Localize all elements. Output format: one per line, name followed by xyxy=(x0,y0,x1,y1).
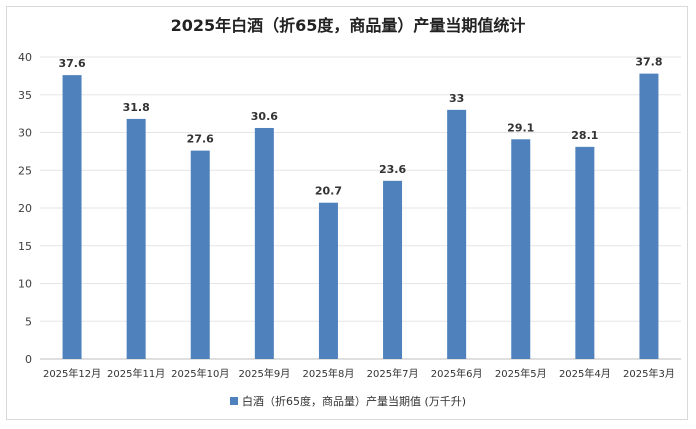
legend-swatch xyxy=(229,397,238,405)
bar xyxy=(254,127,274,359)
bar xyxy=(190,150,210,359)
legend: 白酒（折65度，商品量）产量当期值 (万千升) xyxy=(0,393,696,409)
y-tick-label: 30 xyxy=(18,127,32,140)
data-label: 27.6 xyxy=(187,133,214,146)
chart-title: 2025年白酒（折65度，商品量）产量当期值统计 xyxy=(170,16,526,35)
data-label: 37.6 xyxy=(58,57,85,70)
bar xyxy=(62,75,82,360)
chart-frame xyxy=(6,6,688,420)
bar xyxy=(126,118,146,359)
data-label: 30.6 xyxy=(251,110,278,123)
x-tick-label: 2025年12月 xyxy=(43,367,101,380)
y-tick-label: 25 xyxy=(18,164,32,177)
y-tick-label: 20 xyxy=(18,202,32,215)
data-label: 20.7 xyxy=(315,185,342,198)
data-label: 33 xyxy=(449,92,464,105)
data-label: 23.6 xyxy=(379,163,406,176)
x-tick-label: 2025年4月 xyxy=(559,367,611,380)
bar xyxy=(575,146,595,359)
data-label: 37.8 xyxy=(635,56,662,69)
x-tick-label: 2025年9月 xyxy=(238,367,290,380)
bar xyxy=(511,139,531,359)
y-tick-label: 10 xyxy=(18,278,32,291)
y-tick-label: 5 xyxy=(25,315,32,328)
y-tick-label: 40 xyxy=(18,51,32,64)
y-tick-label: 35 xyxy=(18,89,32,102)
legend-label: 白酒（折65度，商品量）产量当期值 (万千升) xyxy=(241,395,467,408)
x-tick-label: 2025年7月 xyxy=(367,367,419,380)
data-label: 29.1 xyxy=(507,121,534,134)
y-tick-label: 15 xyxy=(18,240,32,253)
bar xyxy=(318,202,338,359)
x-tick-label: 2025年8月 xyxy=(303,367,355,380)
bar xyxy=(639,73,659,360)
y-tick-label: 0 xyxy=(25,353,32,366)
x-tick-label: 2025年10月 xyxy=(171,367,229,380)
x-tick-label: 2025年5月 xyxy=(495,367,547,380)
data-label: 31.8 xyxy=(123,101,150,114)
x-tick-label: 2025年6月 xyxy=(431,367,483,380)
x-tick-label: 2025年3月 xyxy=(623,367,675,380)
x-tick-label: 2025年11月 xyxy=(107,367,165,380)
bar xyxy=(447,109,467,359)
data-label: 28.1 xyxy=(571,129,598,142)
bar xyxy=(383,180,403,359)
